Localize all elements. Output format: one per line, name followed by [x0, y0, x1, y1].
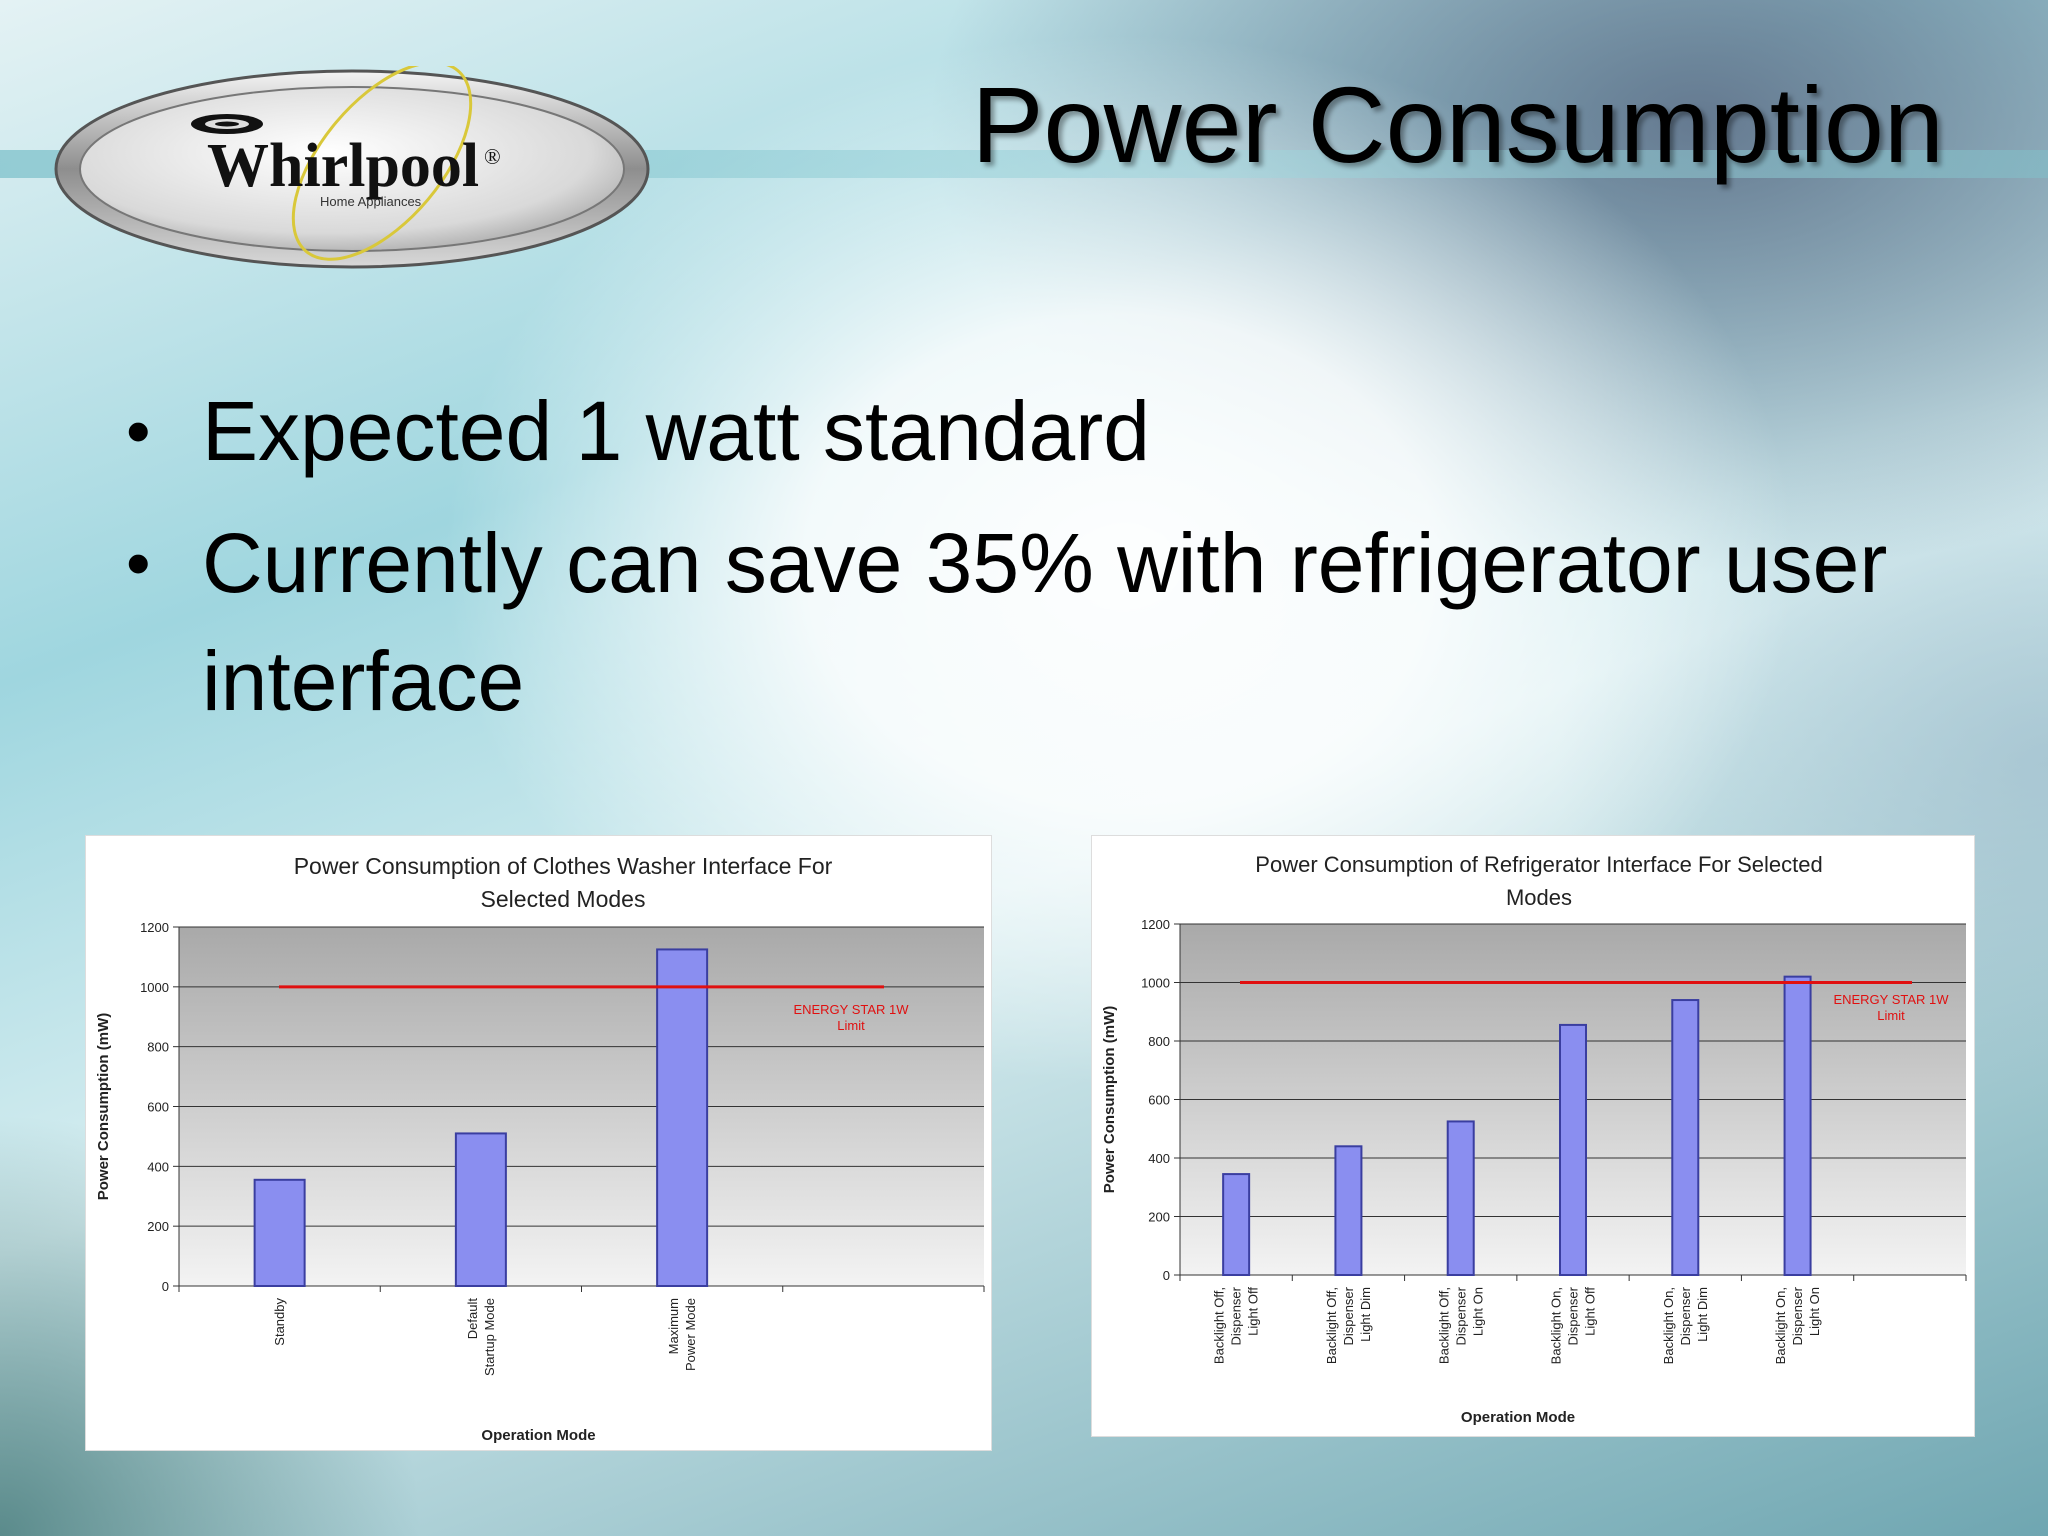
bullet-list: • Expected 1 watt standard • Currently c…	[120, 372, 1940, 754]
x-tick-label: Light Dim	[1695, 1287, 1710, 1342]
limit-label: ENERGY STAR 1W	[793, 1002, 909, 1017]
x-axis-label: Operation Mode	[481, 1427, 595, 1444]
refrigerator-chart: Power Consumption of Refrigerator Interf…	[1101, 852, 1967, 1426]
y-tick-label: 600	[147, 1100, 169, 1115]
x-tick-label: Backlight On,	[1773, 1287, 1788, 1364]
y-tick-label: 1200	[1141, 917, 1170, 932]
y-tick-label: 200	[147, 1219, 169, 1234]
bullet-text: Currently can save 35% with refrigerator…	[202, 516, 1888, 728]
bullet-item: • Currently can save 35% with refrigerat…	[120, 504, 1940, 740]
bar	[1783, 975, 1812, 1276]
y-tick-label: 800	[147, 1040, 169, 1055]
x-tick-label: Backlight On,	[1661, 1287, 1676, 1364]
y-tick-label: 0	[162, 1279, 169, 1294]
x-tick-label: Light Off	[1246, 1287, 1261, 1336]
x-tick-label: Dispenser	[1453, 1286, 1468, 1345]
bar	[454, 1132, 507, 1287]
slide-title: Power Consumption	[971, 64, 1944, 185]
x-tick-label: Dispenser	[1341, 1286, 1356, 1345]
logo-brand-text: Whirlpool	[207, 132, 479, 200]
y-tick-label: 1000	[1141, 976, 1170, 991]
x-tick-label: Light On	[1470, 1287, 1485, 1336]
bar	[1334, 1145, 1363, 1276]
y-tick-label: 1200	[140, 920, 169, 935]
x-tick-label: Standby	[272, 1298, 287, 1346]
logo-tagline: Home Appliances	[320, 194, 422, 209]
x-tick-label: Maximum	[666, 1298, 681, 1354]
x-tick-label: Startup Mode	[482, 1298, 497, 1376]
x-tick-label-group: Backlight Off, Dispenser Light On	[1436, 1286, 1485, 1364]
chart-title: Power Consumption of Clothes Washer Inte…	[294, 853, 833, 879]
x-tick-label: Default	[465, 1298, 480, 1340]
y-axis-label: Power Consumption (mW)	[95, 1013, 112, 1201]
washer-chart: Power Consumption of Clothes Washer Inte…	[95, 853, 985, 1444]
x-tick-label-group: Backlight On, Dispenser Light On	[1773, 1286, 1822, 1364]
x-axis-label: Operation Mode	[1461, 1409, 1575, 1426]
refrigerator-chart-panel: Power Consumption of Refrigerator Interf…	[1091, 835, 1975, 1437]
chart-title: Modes	[1506, 885, 1572, 910]
x-tick-label: Dispenser	[1678, 1286, 1693, 1345]
whirlpool-logo: Whirlpool ® Home Appliances	[54, 66, 650, 269]
y-tick-label: 0	[1163, 1268, 1170, 1283]
bar	[253, 1178, 306, 1288]
x-tick-label: Light On	[1807, 1287, 1822, 1336]
bar	[1446, 1120, 1475, 1276]
chart-title: Power Consumption of Refrigerator Interf…	[1255, 852, 1822, 877]
x-tick-label: Light Dim	[1358, 1287, 1373, 1342]
x-tick-label-group: Backlight Off, Dispenser Light Dim	[1324, 1286, 1373, 1364]
x-tick-label-group: Standby	[272, 1298, 287, 1346]
x-tick-label: Dispenser	[1229, 1286, 1244, 1345]
x-tick-label: Backlight On,	[1549, 1287, 1564, 1364]
x-tick-label: Backlight Off,	[1436, 1287, 1451, 1364]
y-axis-label: Power Consumption (mW)	[1101, 1006, 1118, 1194]
y-tick-label: 400	[147, 1159, 169, 1174]
logo-trademark: ®	[484, 144, 501, 169]
x-tick-label-group: Maximum Power Mode	[666, 1298, 698, 1371]
y-tick-label: 1000	[140, 980, 169, 995]
bullet-glyph: •	[126, 524, 151, 602]
limit-label: Limit	[1877, 1008, 1905, 1023]
bar	[656, 948, 709, 1287]
x-tick-label-group: Default Startup Mode	[465, 1298, 497, 1376]
limit-label: ENERGY STAR 1W	[1833, 992, 1949, 1007]
washer-chart-panel: Power Consumption of Clothes Washer Inte…	[85, 835, 992, 1451]
x-tick-label-group: Backlight On, Dispenser Light Dim	[1661, 1286, 1710, 1364]
x-tick-label: Backlight Off,	[1212, 1287, 1227, 1364]
x-tick-label-group: Backlight Off, Dispenser Light Off	[1212, 1286, 1261, 1364]
y-tick-label: 200	[1148, 1210, 1170, 1225]
x-tick-label-group: Backlight On, Dispenser Light Off	[1549, 1286, 1598, 1364]
x-tick-label: Dispenser	[1790, 1286, 1805, 1345]
y-tick-label: 800	[1148, 1034, 1170, 1049]
x-tick-label: Light Off	[1583, 1287, 1598, 1336]
bullet-item: • Expected 1 watt standard	[120, 372, 1940, 490]
limit-label: Limit	[837, 1018, 865, 1033]
x-tick-label: Dispenser	[1566, 1286, 1581, 1345]
chart-title: Selected Modes	[481, 886, 646, 912]
x-tick-label: Power Mode	[683, 1298, 698, 1371]
x-tick-label: Backlight Off,	[1324, 1287, 1339, 1364]
bullet-glyph: •	[126, 392, 151, 470]
y-tick-label: 400	[1148, 1151, 1170, 1166]
bullet-text: Expected 1 watt standard	[202, 384, 1150, 478]
bar	[1222, 1173, 1251, 1276]
bar	[1559, 1023, 1587, 1276]
y-tick-label: 600	[1148, 1093, 1170, 1108]
bar	[1671, 999, 1700, 1277]
